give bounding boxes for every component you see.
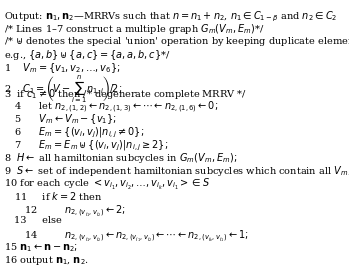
Text: /* $\uplus$ denotes the special 'union' operation by keeping duplicate elements: /* $\uplus$ denotes the special 'union' … xyxy=(4,35,349,48)
Text: 2    $C_1 = \left(V - \sum_{i=1}^{n} n_{1,i}\right)/2;$: 2 $C_1 = \left(V - \sum_{i=1}^{n} n_{1,i… xyxy=(4,74,122,105)
Text: Output: $\mathbf{n}_1, \mathbf{n}_2$—MRRVs such that $n = n_1 + n_2$, $n_1 \in C: Output: $\mathbf{n}_1, \mathbf{n}_2$—MRR… xyxy=(4,10,337,24)
Text: 15 $\mathbf{n}_1 \leftarrow \mathbf{n} - \mathbf{n}_2;$: 15 $\mathbf{n}_1 \leftarrow \mathbf{n} -… xyxy=(4,241,78,254)
Text: 6      $E_m = \{(v_i,v_j)|n_{i,j} \neq 0\};$: 6 $E_m = \{(v_i,v_j)|n_{i,j} \neq 0\};$ xyxy=(14,125,144,140)
Text: 13     else: 13 else xyxy=(14,215,62,225)
Text: 8  $H \leftarrow$ all hamiltonian subcycles in $G_m(V_m, E_m);$: 8 $H \leftarrow$ all hamiltonian subcycl… xyxy=(4,151,237,165)
Text: 14         $n_{2,(v_{i_1},v_{i_2})} \leftarrow n_{2,(v_{i_1},v_{i_2})} \leftarro: 14 $n_{2,(v_{i_1},v_{i_2})} \leftarrow n… xyxy=(24,228,249,244)
Text: 7      $E_m = E_m \uplus\{(v_i,v_j)|n_{i,j} \geq 2\};$: 7 $E_m = E_m \uplus\{(v_i,v_j)|n_{i,j} \… xyxy=(14,138,168,153)
Text: 12         $n_{2,(v_{i_1},v_{i_2})} \leftarrow 2;$: 12 $n_{2,(v_{i_1},v_{i_2})} \leftarrow 2… xyxy=(24,203,126,219)
Text: 3  if $c_1 \neq 0$ then /* degenerate complete MRRV */: 3 if $c_1 \neq 0$ then /* degenerate com… xyxy=(4,87,247,101)
Text: 1    $V_m = \{v_1, v_2, \ldots, v_6\};$: 1 $V_m = \{v_1, v_2, \ldots, v_6\};$ xyxy=(4,61,121,75)
Text: e.g., $\{a, b\}\uplus\{a, c\} = \{a, a, b, c\}$*/: e.g., $\{a, b\}\uplus\{a, c\} = \{a, a, … xyxy=(4,48,171,62)
Text: 10 for each cycle $< v_{i_1}, v_{i_2}, \ldots, v_{i_k}, v_{i_1} >\in S$: 10 for each cycle $< v_{i_1}, v_{i_2}, \… xyxy=(4,177,210,192)
Text: 5      $V_m \leftarrow V_m - \{v_1\};$: 5 $V_m \leftarrow V_m - \{v_1\};$ xyxy=(14,113,117,126)
Text: 11     if $k = 2$ then: 11 if $k = 2$ then xyxy=(14,190,103,202)
Text: 4      let $n_{2,(1,2)} \leftarrow n_{2,(1,3)} \leftarrow \cdots \leftarrow n_{2: 4 let $n_{2,(1,2)} \leftarrow n_{2,(1,3)… xyxy=(14,100,218,115)
Text: 16 output $\mathbf{n}_1$, $\mathbf{n}_2$.: 16 output $\mathbf{n}_1$, $\mathbf{n}_2$… xyxy=(4,254,89,267)
Text: 9  $S \leftarrow$ set of independent hamiltonian subcycles which contain all $V_: 9 $S \leftarrow$ set of independent hami… xyxy=(4,164,349,178)
Text: /* Lines 1–7 construct a multiple graph $G_m(V_m, E_m)$*/: /* Lines 1–7 construct a multiple graph … xyxy=(4,22,265,36)
